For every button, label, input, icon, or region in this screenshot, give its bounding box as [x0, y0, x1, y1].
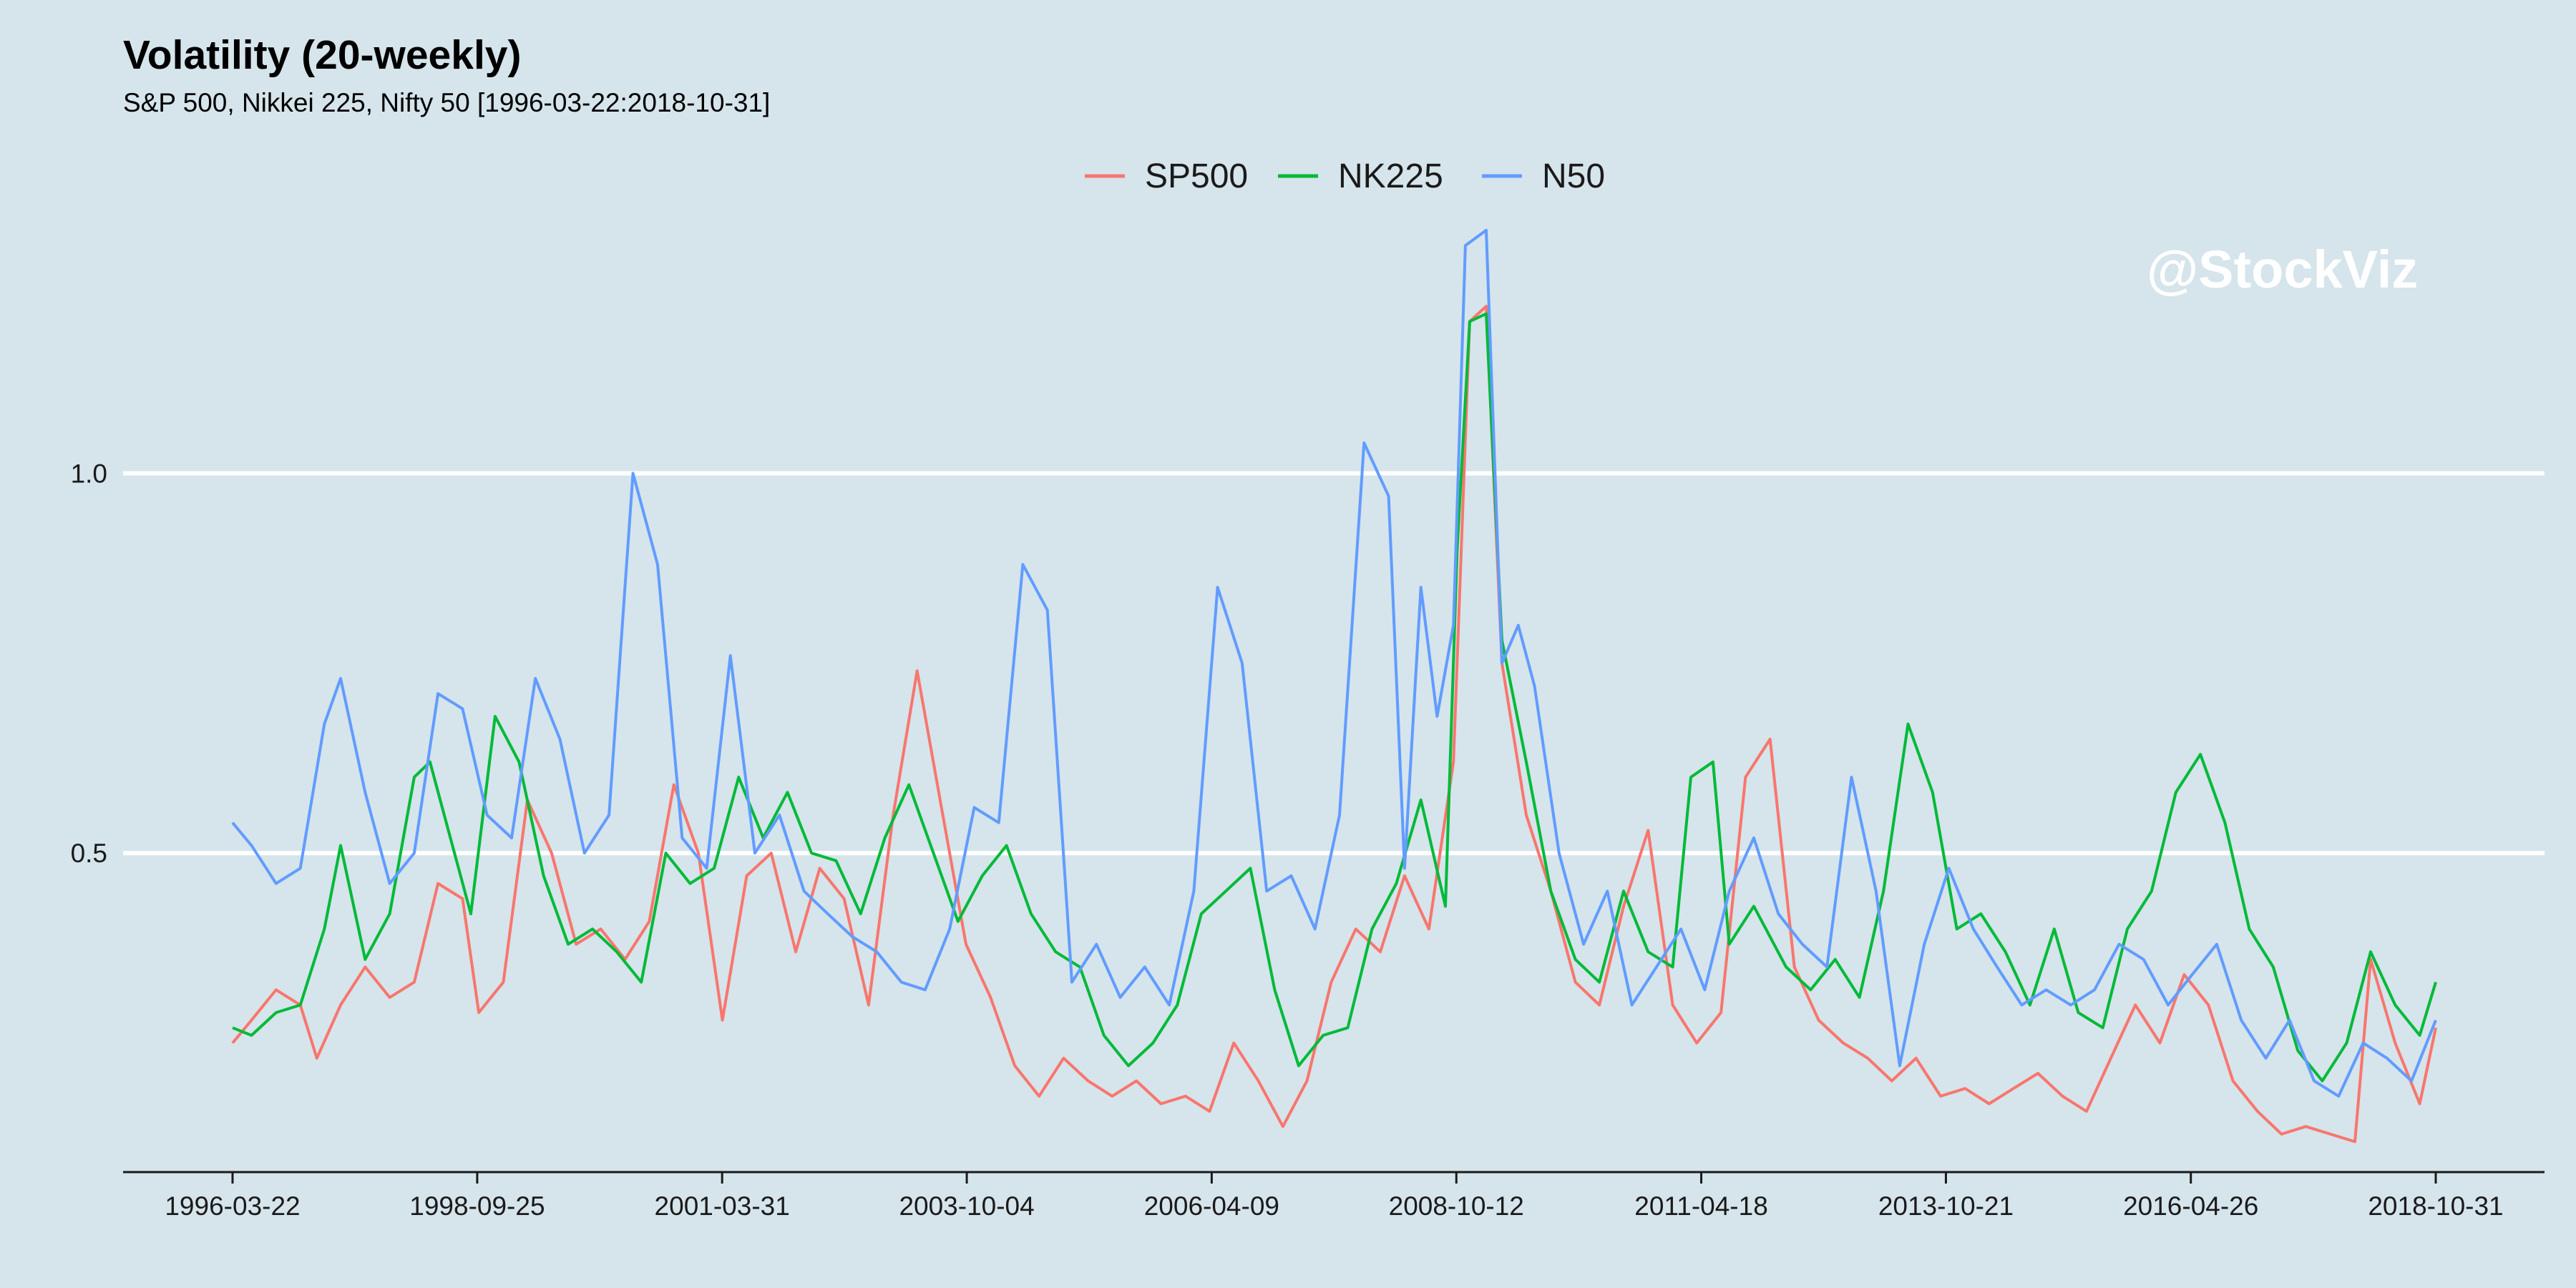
x-tick-label: 1998-09-25 [409, 1191, 545, 1221]
chart-subtitle: S&P 500, Nikkei 225, Nifty 50 [1996-03-2… [123, 88, 770, 117]
gridlines [123, 471, 2545, 856]
legend-label-nk225: NK225 [1338, 157, 1443, 195]
watermark: @StockViz [2147, 240, 2418, 299]
x-tick-label: 2011-04-18 [1634, 1191, 1768, 1221]
y-tick-label: 0.5 [71, 839, 107, 868]
x-tick-label: 2001-03-31 [655, 1191, 790, 1221]
chart-title: Volatility (20-weekly) [123, 32, 521, 78]
series-line-n50 [231, 228, 2437, 1098]
x-tick-label: 2003-10-04 [899, 1191, 1034, 1221]
series-line-sp500 [231, 305, 2437, 1143]
x-tick-label: 2018-10-31 [2368, 1191, 2503, 1221]
x-axis: 1996-03-22 1998-09-25 2001-03-31 2003-10-04… [123, 1171, 2545, 1221]
x-tick-label: 2013-10-21 [1878, 1191, 2014, 1221]
series-line-nk225 [232, 312, 2437, 1083]
legend: SP500 NK225 N50 [1085, 157, 1605, 195]
x-tick-label: 1996-03-22 [165, 1191, 300, 1221]
legend-label-sp500: SP500 [1145, 157, 1248, 195]
y-tick-label: 1.0 [71, 459, 107, 488]
plot-area [231, 228, 2437, 1143]
x-tick-label: 2016-04-26 [2123, 1191, 2258, 1221]
x-tick-label: 2008-10-12 [1389, 1191, 1524, 1221]
legend-label-n50: N50 [1542, 157, 1605, 195]
y-axis: 0.5 1.0 [71, 459, 107, 868]
x-tick-label: 2006-04-09 [1144, 1191, 1279, 1221]
